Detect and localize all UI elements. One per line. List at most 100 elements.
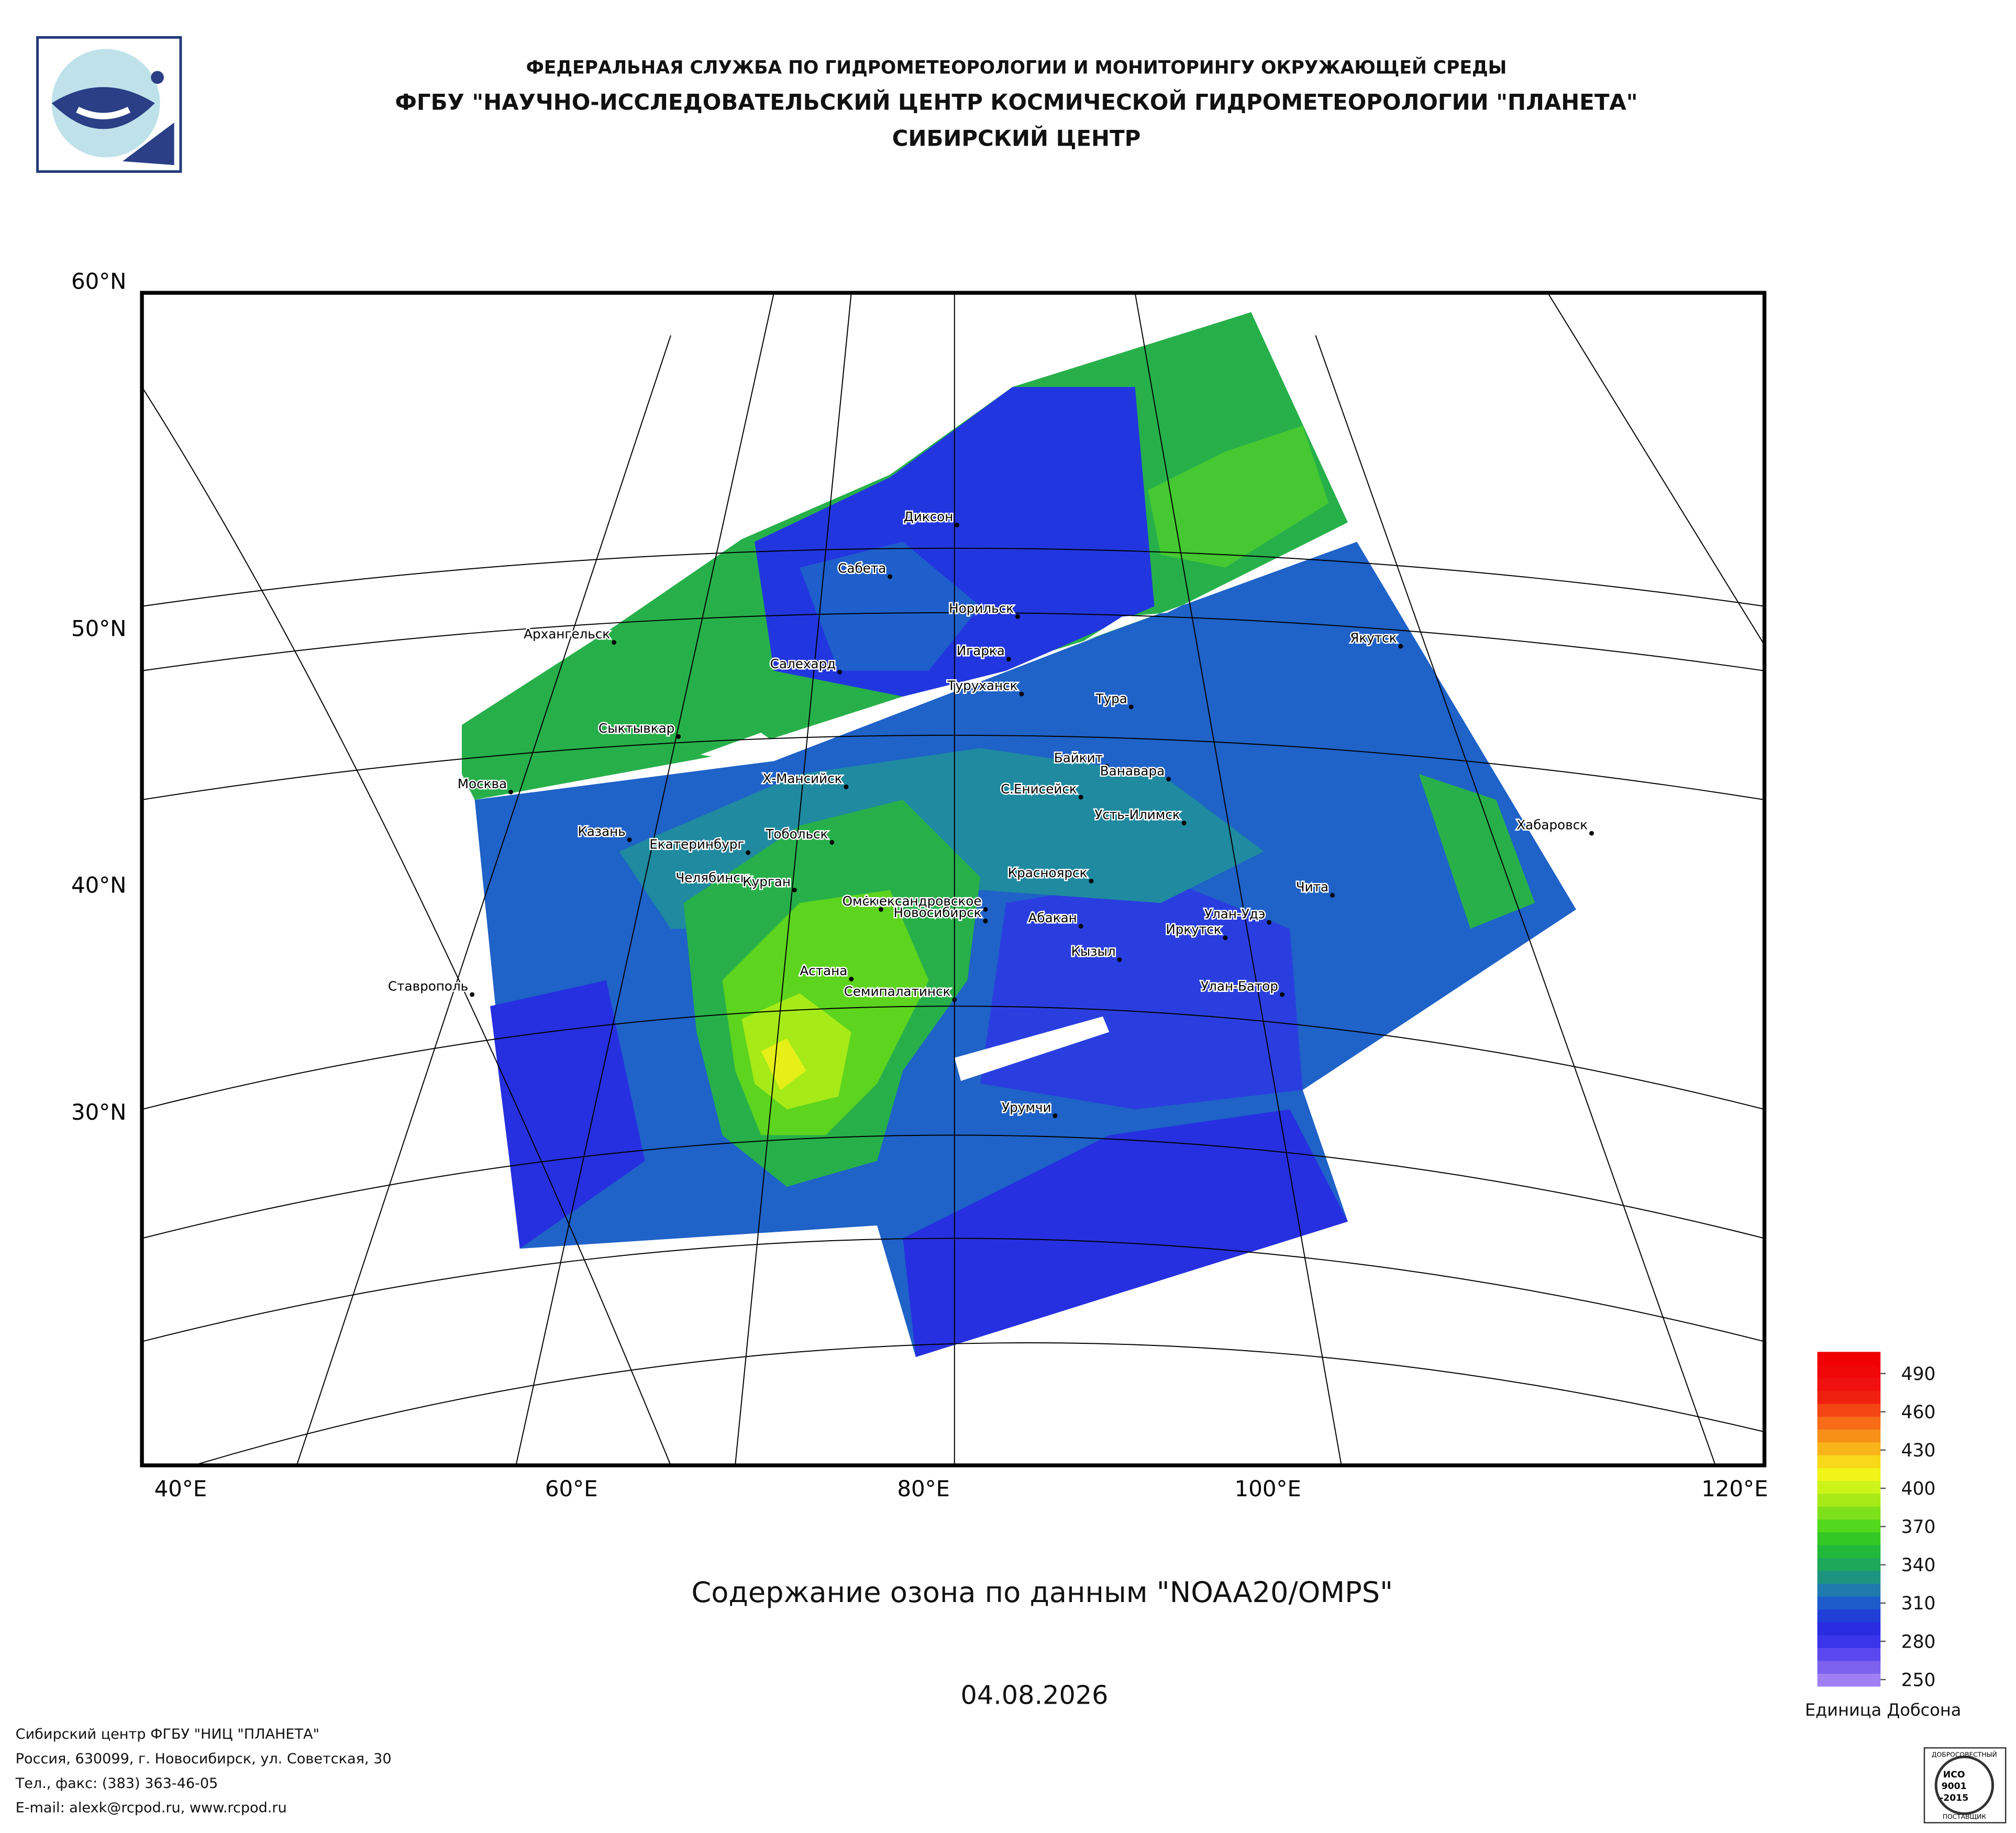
colorbar-step bbox=[1817, 1364, 1881, 1378]
lon-label: 40°E bbox=[154, 1476, 207, 1501]
city-dot bbox=[1078, 794, 1083, 800]
footer-line: Тел., факс: (383) 363-46-05 bbox=[15, 1775, 218, 1792]
city-dot bbox=[470, 992, 475, 997]
city-dot bbox=[746, 850, 751, 855]
city-label: Тобольск bbox=[765, 826, 828, 842]
city-label: Астана bbox=[800, 963, 847, 978]
city-label: Абакан bbox=[1028, 910, 1077, 925]
city-label: Кызыл bbox=[1071, 944, 1115, 959]
city-label: Казань bbox=[578, 824, 625, 839]
iso-text: ПОСТАВЩИК bbox=[1943, 1813, 1987, 1820]
colorbar-step bbox=[1817, 1570, 1881, 1584]
city-label: Красноярск bbox=[1008, 865, 1088, 880]
map-frame bbox=[140, 291, 1767, 1467]
colorbar-step bbox=[1817, 1454, 1881, 1468]
city-dot bbox=[612, 640, 616, 645]
lon-label: 80°E bbox=[897, 1476, 950, 1501]
colorbar-label: Единица Добсона bbox=[1805, 1700, 1961, 1720]
lat-label: 60°N bbox=[71, 269, 127, 294]
city-dot bbox=[844, 785, 849, 789]
city-dot bbox=[1019, 691, 1024, 697]
lon-label: 60°E bbox=[545, 1476, 598, 1501]
city-dot bbox=[983, 919, 988, 924]
lat-label: 40°N bbox=[71, 872, 127, 898]
colorbar-tick-label: 250 bbox=[1901, 1670, 1936, 1691]
city-label: Улан-Удэ bbox=[1204, 907, 1265, 922]
city-label: С.Енисейск bbox=[1001, 781, 1077, 797]
city-label: Челябинск bbox=[675, 870, 748, 886]
colorbar-tick-label: 340 bbox=[1901, 1555, 1936, 1576]
city-label: Хабаровск bbox=[1516, 818, 1588, 833]
city-dot bbox=[1104, 764, 1109, 769]
lat-label: 50°N bbox=[71, 615, 127, 641]
colorbar-step bbox=[1817, 1429, 1881, 1443]
iso-text: 9001 bbox=[1942, 1781, 1967, 1792]
colorbar-step bbox=[1817, 1596, 1881, 1610]
city-dot bbox=[1117, 957, 1122, 962]
city-dot bbox=[878, 907, 883, 912]
colorbar-tick-label: 280 bbox=[1901, 1631, 1936, 1652]
colorbar-step bbox=[1817, 1377, 1881, 1392]
colorbar-step bbox=[1817, 1519, 1881, 1533]
footer-line: Россия, 630099, г. Новосибирск, ул. Сове… bbox=[16, 1751, 392, 1767]
city-dot bbox=[1078, 924, 1083, 929]
iso-text: ИСО bbox=[1943, 1770, 1965, 1780]
city-dot bbox=[1398, 644, 1403, 649]
city-dot bbox=[1223, 935, 1228, 941]
city-label: Александровское bbox=[862, 893, 981, 909]
colorbar-step bbox=[1817, 1442, 1881, 1455]
footer-line: E-mail: alexk@rcpod.ru, www.rcpod.ru bbox=[16, 1800, 287, 1816]
colorbar-step bbox=[1817, 1647, 1881, 1661]
colorbar-step bbox=[1817, 1467, 1881, 1481]
colorbar-step bbox=[1817, 1352, 1881, 1366]
logo bbox=[36, 36, 182, 173]
header-line: СИБИРСКИЙ ЦЕНТР bbox=[892, 125, 1141, 151]
city-dot bbox=[837, 669, 843, 675]
colorbar-step bbox=[1817, 1390, 1881, 1404]
city-dot bbox=[1015, 614, 1020, 619]
city-dot bbox=[627, 837, 632, 842]
city-dot bbox=[676, 734, 681, 739]
city-label: Чита bbox=[1296, 879, 1328, 895]
city-label: Архангельск bbox=[524, 626, 610, 642]
map bbox=[142, 293, 1765, 1466]
colorbar-tick-label: 460 bbox=[1901, 1402, 1936, 1423]
city-label: Тура bbox=[1095, 691, 1127, 706]
colorbar-step bbox=[1817, 1557, 1881, 1571]
city-label: Усть-Илимск bbox=[1094, 807, 1180, 822]
colorbar-step bbox=[1817, 1660, 1881, 1674]
city-dot bbox=[1166, 777, 1171, 782]
lon-label: 100°E bbox=[1235, 1476, 1301, 1501]
city-label: Салехард bbox=[770, 656, 836, 671]
city-dot bbox=[792, 888, 797, 892]
city-dot bbox=[1279, 992, 1284, 997]
lat-label: 30°N bbox=[71, 1099, 127, 1125]
city-dot bbox=[983, 907, 988, 912]
city-dot bbox=[849, 977, 854, 981]
city-dot bbox=[888, 574, 893, 579]
city-dot bbox=[1128, 704, 1134, 710]
footer-line: Сибирский центр ФГБУ "НИЦ "ПЛАНЕТА" bbox=[16, 1726, 319, 1742]
city-label: Ставрополь bbox=[388, 979, 468, 994]
date: 04.08.2026 bbox=[960, 1680, 1108, 1710]
city-dot bbox=[508, 789, 513, 794]
colorbar-step bbox=[1817, 1621, 1881, 1636]
colorbar-tick-label: 430 bbox=[1901, 1440, 1936, 1461]
colorbar-step bbox=[1817, 1673, 1881, 1687]
iso-text: -2015 bbox=[1940, 1793, 1968, 1803]
colorbar-step bbox=[1817, 1403, 1881, 1417]
city-label: Москва bbox=[458, 776, 507, 791]
city-label: Омск bbox=[843, 893, 877, 909]
city-dot bbox=[749, 884, 755, 889]
iso-logo: ДОБРОСОВЕСТНЫЙ ИСО 9001 -2015 ПОСТАВЩИК bbox=[1923, 1747, 2007, 1824]
city-label: Иркутск bbox=[1166, 922, 1221, 937]
city-label: Сыктывкар bbox=[599, 721, 674, 736]
caption: Содержание озона по данным "NOAA20/OMPS" bbox=[691, 1576, 1393, 1609]
colorbar-step bbox=[1817, 1493, 1881, 1507]
city-label: Якутск bbox=[1350, 631, 1397, 646]
colorbar-tick-label: 400 bbox=[1901, 1478, 1936, 1499]
city-dot bbox=[1589, 831, 1594, 836]
city-label: Байкит bbox=[1054, 750, 1103, 766]
city-dot bbox=[952, 997, 957, 1002]
